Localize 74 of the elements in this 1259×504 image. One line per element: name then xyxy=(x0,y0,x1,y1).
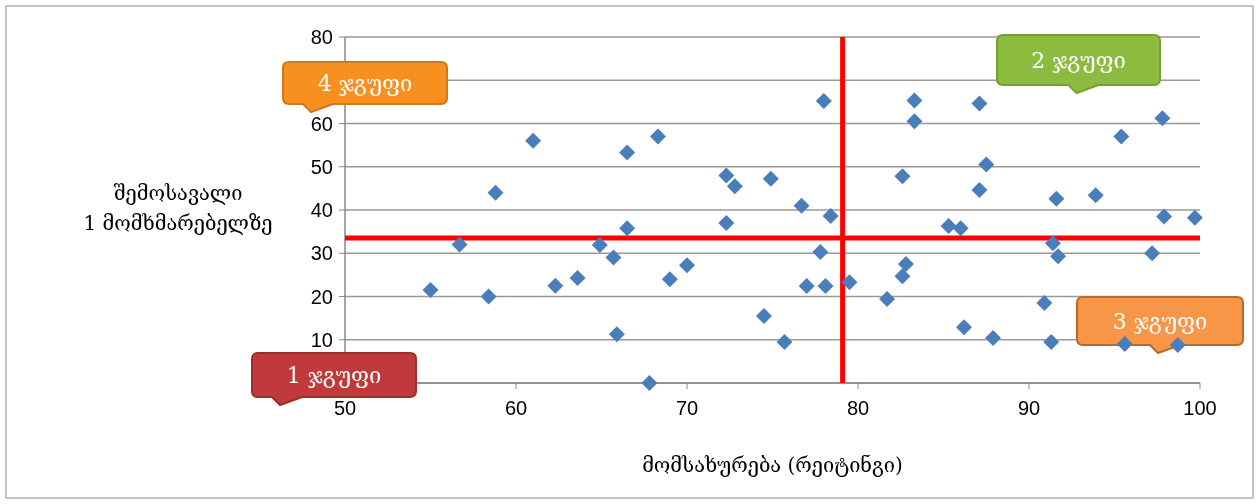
point xyxy=(1186,209,1203,226)
point xyxy=(1048,190,1065,207)
point xyxy=(755,307,772,324)
y-tick-label: 40 xyxy=(310,199,333,221)
point xyxy=(798,278,815,295)
point xyxy=(1113,128,1130,145)
point xyxy=(841,274,858,291)
point xyxy=(1154,110,1171,127)
point xyxy=(451,236,468,253)
point xyxy=(718,167,735,184)
point xyxy=(906,113,923,130)
point xyxy=(1044,235,1061,252)
x-tick-label: 70 xyxy=(675,397,699,419)
point xyxy=(971,182,988,199)
point xyxy=(1036,294,1053,311)
point xyxy=(1156,208,1173,225)
callout-box: 2 ჯგუფი xyxy=(996,34,1161,94)
point xyxy=(815,93,832,110)
point xyxy=(619,144,636,161)
x-tick-label: 80 xyxy=(846,397,870,419)
point xyxy=(608,326,625,343)
point xyxy=(956,319,973,336)
point xyxy=(619,220,636,237)
x-axis-title: მომსახურება (რეიტინგი) xyxy=(642,453,903,477)
point xyxy=(525,132,542,149)
y-tick-label: 20 xyxy=(310,285,333,308)
point xyxy=(679,257,695,274)
y-axis-title: შემოსავალი 1 მომხმარებელზე xyxy=(83,181,273,235)
point xyxy=(971,95,988,112)
point xyxy=(879,291,896,308)
point xyxy=(641,375,658,391)
point xyxy=(1043,333,1060,350)
x-tick-label: 90 xyxy=(1017,397,1041,419)
point xyxy=(1050,248,1067,265)
point xyxy=(569,269,586,286)
annotation: 4 ჯგუფი xyxy=(317,71,413,96)
point xyxy=(906,92,923,109)
point xyxy=(718,214,735,231)
point xyxy=(985,330,1002,347)
point xyxy=(591,237,608,254)
point xyxy=(1087,187,1104,204)
point xyxy=(480,288,497,305)
point xyxy=(649,128,666,145)
point xyxy=(940,218,957,234)
annotation: 2 ჯგუფი xyxy=(1031,48,1126,73)
annotation: 3 ჯგუფი xyxy=(1112,309,1208,334)
point xyxy=(762,170,779,187)
point xyxy=(422,282,439,299)
point xyxy=(894,168,911,185)
point xyxy=(776,333,793,350)
point xyxy=(822,208,839,225)
y-tick-label: 30 xyxy=(310,242,333,265)
y-tick-label: 50 xyxy=(310,155,333,178)
point xyxy=(1144,245,1161,262)
y-tick-label: 10 xyxy=(310,328,333,351)
point xyxy=(605,249,622,266)
point xyxy=(817,278,834,295)
point xyxy=(897,256,914,273)
point xyxy=(1116,336,1133,353)
point xyxy=(547,277,564,294)
annotation: 1 ჯგუფი xyxy=(286,363,382,388)
point xyxy=(487,184,504,201)
x-tick-label: 100 xyxy=(1183,397,1217,419)
point xyxy=(894,268,911,285)
point xyxy=(978,156,995,173)
y-tick-label: 60 xyxy=(310,112,333,135)
point xyxy=(726,178,743,195)
x-tick-label: 60 xyxy=(504,397,528,419)
point xyxy=(952,220,969,237)
point xyxy=(812,243,829,260)
point xyxy=(1169,336,1186,353)
point xyxy=(793,197,810,214)
point xyxy=(661,271,678,288)
y-tick-label: 80 xyxy=(310,26,333,48)
